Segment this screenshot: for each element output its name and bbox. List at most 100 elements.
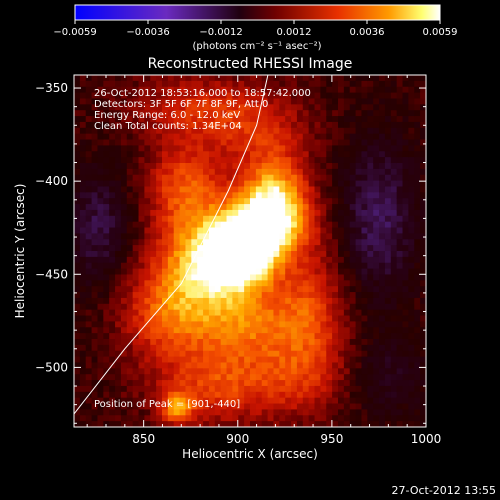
image-pixel: [156, 80, 163, 88]
image-pixel: [115, 174, 122, 182]
image-pixel: [285, 391, 292, 399]
image-pixel: [414, 356, 421, 364]
image-pixel: [373, 163, 380, 170]
image-pixel: [156, 180, 163, 188]
image-pixel: [408, 215, 415, 223]
image-pixel: [91, 274, 99, 281]
image-pixel: [74, 227, 81, 234]
image-pixel: [144, 233, 151, 240]
image-pixel: [156, 209, 163, 217]
image-pixel: [384, 362, 392, 369]
image-pixel: [173, 239, 181, 246]
image-pixel: [74, 133, 81, 141]
image-pixel: [285, 157, 292, 164]
image-pixel: [179, 321, 187, 328]
image-pixel: [220, 192, 228, 199]
image-pixel: [120, 327, 128, 334]
image-pixel: [167, 297, 175, 305]
image-pixel: [185, 239, 192, 246]
image-pixel: [162, 221, 169, 229]
image-pixel: [120, 192, 128, 199]
image-pixel: [279, 315, 286, 322]
image-pixel: [167, 174, 175, 182]
image-pixel: [226, 139, 233, 146]
image-pixel: [144, 421, 151, 427]
image-pixel: [220, 251, 228, 258]
image-pixel: [250, 86, 257, 94]
image-pixel: [97, 297, 104, 305]
image-pixel: [144, 227, 151, 234]
image-pixel: [320, 227, 327, 234]
image-pixel: [291, 321, 298, 328]
image-pixel: [126, 221, 134, 229]
image-pixel: [361, 268, 368, 276]
image-pixel: [79, 168, 87, 176]
image-pixel: [115, 251, 122, 258]
image-pixel: [132, 157, 140, 164]
annotation-line: Clean Total counts: 1.34E+04: [94, 121, 242, 132]
image-pixel: [208, 227, 216, 234]
image-pixel: [332, 221, 339, 229]
image-pixel: [291, 368, 298, 375]
image-pixel: [214, 380, 222, 387]
image-pixel: [320, 315, 327, 322]
image-pixel: [191, 262, 198, 270]
image-pixel: [115, 315, 122, 322]
image-pixel: [238, 368, 245, 375]
image-pixel: [150, 233, 157, 240]
image-pixel: [302, 344, 310, 352]
image-pixel: [291, 251, 298, 258]
image-pixel: [367, 204, 374, 211]
image-pixel: [332, 104, 339, 111]
image-pixel: [79, 86, 87, 94]
image-pixel: [338, 303, 345, 311]
image-pixel: [173, 80, 181, 88]
image-pixel: [103, 286, 110, 293]
image-pixel: [361, 139, 368, 146]
image-pixel: [97, 239, 104, 246]
image-pixel: [408, 145, 415, 152]
image-pixel: [109, 303, 116, 311]
image-pixel: [167, 356, 175, 364]
image-pixel: [285, 139, 292, 146]
image-pixel: [220, 309, 228, 317]
image-pixel: [144, 327, 151, 334]
image-pixel: [97, 280, 104, 287]
image-pixel: [203, 397, 210, 405]
image-pixel: [373, 110, 380, 117]
image-pixel: [167, 251, 175, 258]
image-pixel: [332, 239, 339, 246]
image-pixel: [308, 86, 316, 94]
image-pixel: [138, 321, 145, 328]
image-pixel: [120, 268, 128, 276]
image-pixel: [296, 133, 304, 141]
image-pixel: [379, 192, 386, 199]
image-pixel: [379, 274, 386, 281]
image-pixel: [109, 280, 116, 287]
image-pixel: [314, 409, 321, 416]
image-pixel: [273, 110, 280, 117]
image-pixel: [103, 256, 110, 264]
colorbar-tick-label: 0.0012: [277, 27, 312, 38]
image-pixel: [173, 409, 181, 416]
image-pixel: [138, 251, 145, 258]
image-pixel: [250, 385, 257, 393]
image-pixel: [379, 151, 386, 158]
image-pixel: [238, 409, 245, 416]
image-pixel: [285, 368, 292, 375]
image-pixel: [390, 274, 398, 281]
image-pixel: [314, 80, 321, 88]
image-pixel: [408, 391, 415, 399]
image-pixel: [103, 157, 110, 164]
image-pixel: [115, 292, 122, 299]
image-pixel: [120, 163, 128, 170]
image-pixel: [402, 421, 409, 427]
image-pixel: [255, 262, 263, 270]
image-pixel: [332, 350, 339, 358]
image-pixel: [326, 192, 333, 199]
image-pixel: [226, 121, 233, 129]
image-pixel: [162, 391, 169, 399]
image-pixel: [308, 233, 316, 240]
image-pixel: [261, 368, 269, 375]
